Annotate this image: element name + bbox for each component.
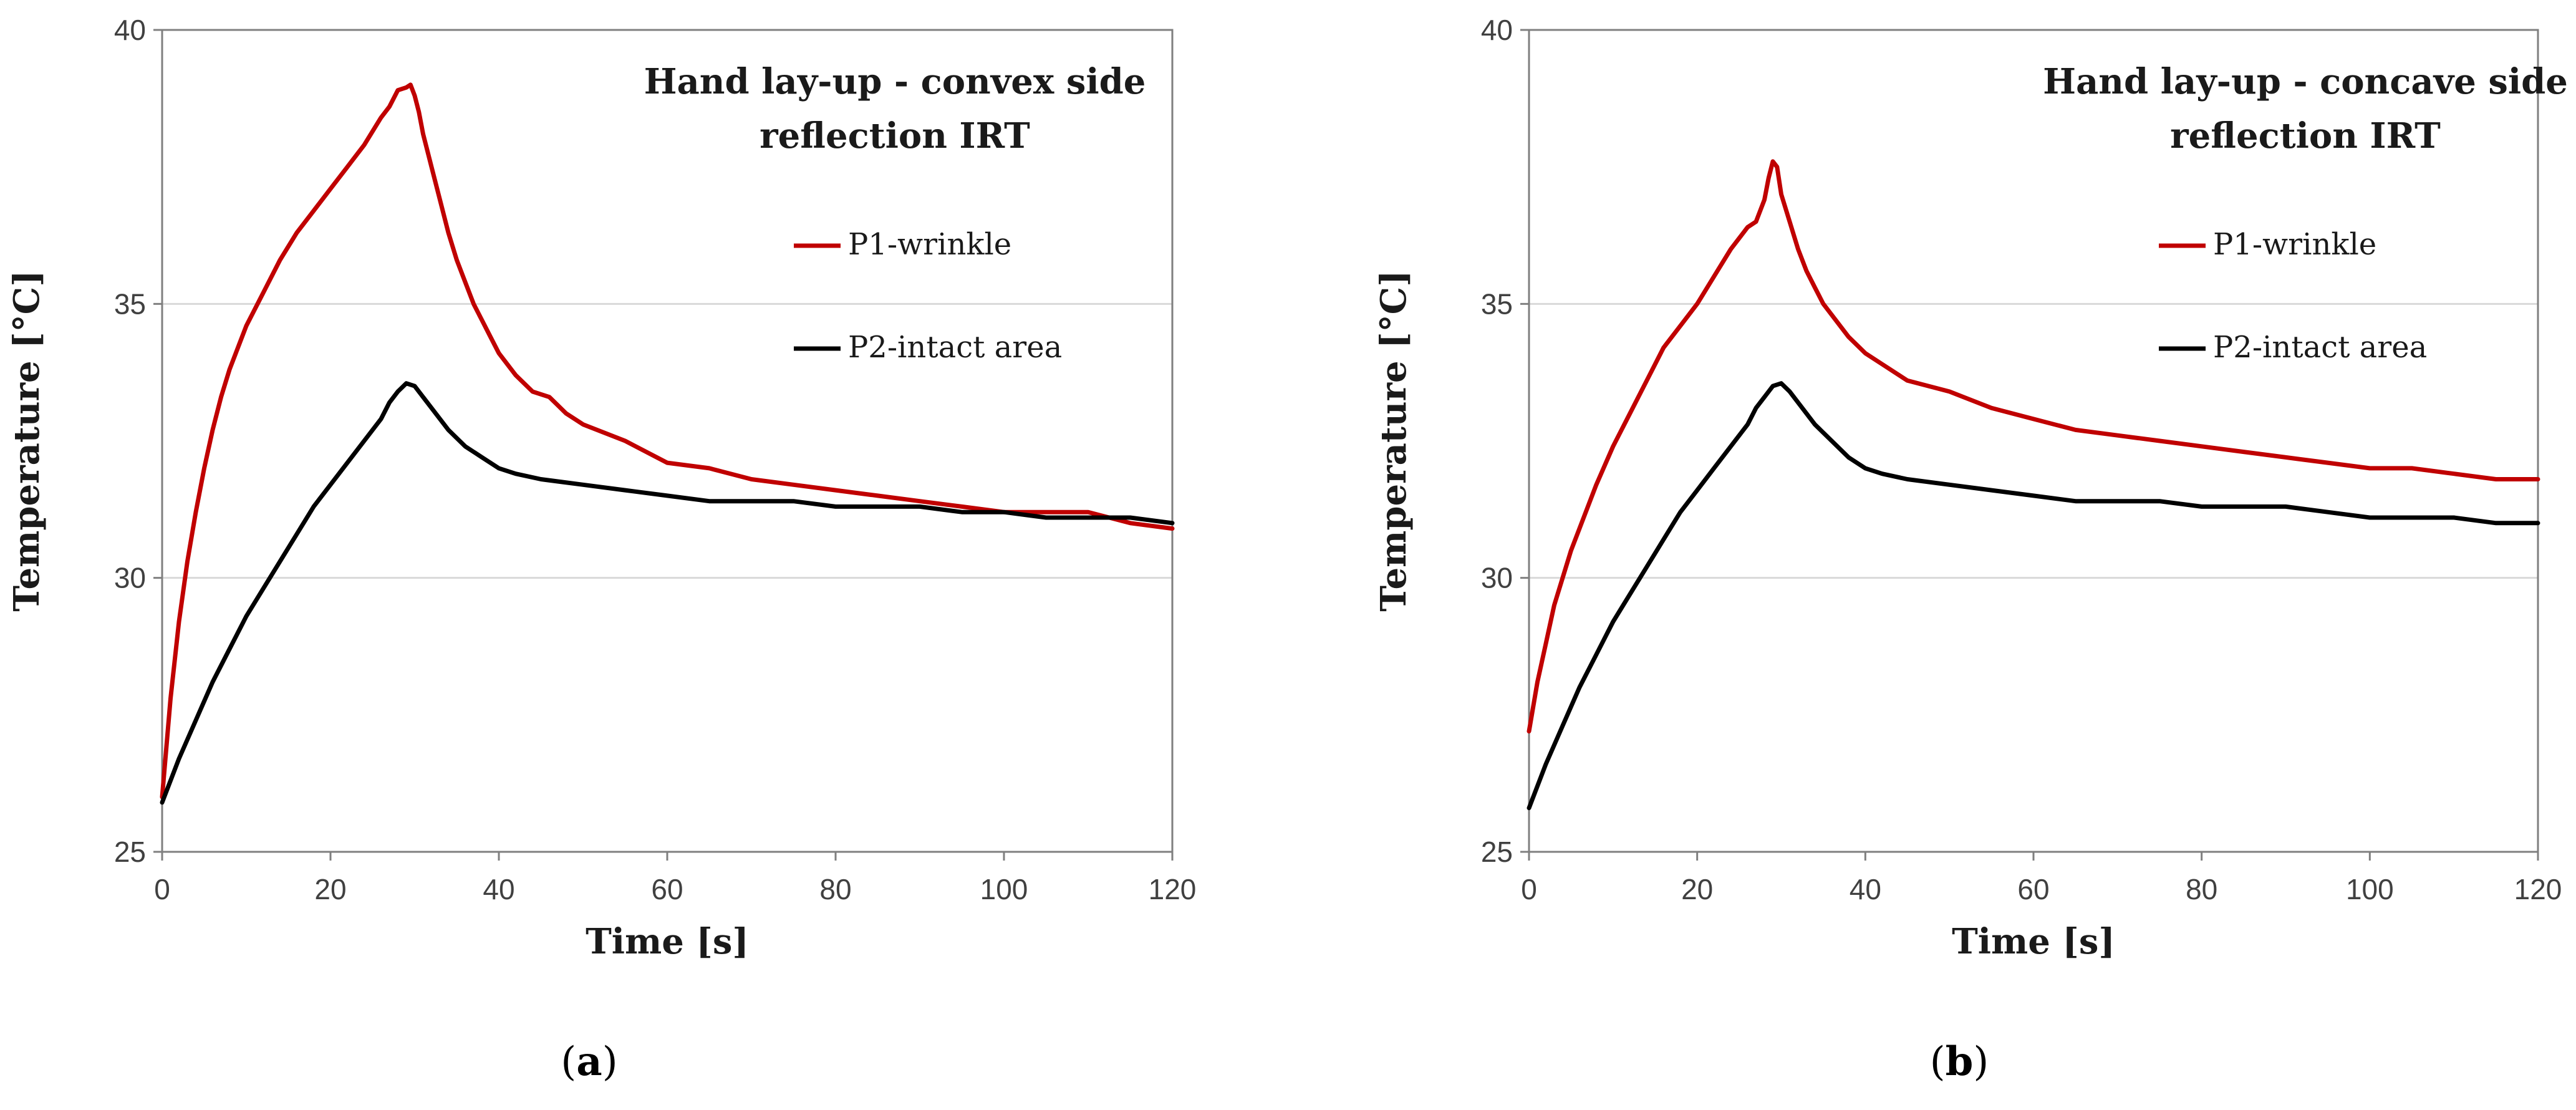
caption-b-letter: b — [1945, 1038, 1974, 1085]
chart-a-x-tick-label-100: 100 — [980, 873, 1028, 905]
chart-b-x-tick-label-0: 0 — [1521, 873, 1537, 905]
caption-a: (a) — [465, 1038, 714, 1085]
chart-b-title-line-1: Hand lay-up - concave side — [2043, 61, 2568, 102]
chart-a-legend-label-2: P2-intact area — [848, 330, 1062, 365]
chart-a-y-axis-title: Temperature [°C] — [6, 270, 47, 611]
caption-b: (b) — [1835, 1038, 2084, 1085]
chart-b: 25 30 35 40 0 20 40 60 80 100 120 Time [s] Temperatu… — [1373, 14, 2568, 962]
chart-b-y-axis-title: Temperature [°C] — [1373, 270, 1414, 611]
caption-a-letter: a — [576, 1038, 602, 1085]
chart-a-x-tick-label-120: 120 — [1149, 873, 1197, 905]
chart-a-x-tick-label-60: 60 — [651, 873, 683, 905]
chart-b-x-tick-label-40: 40 — [1850, 873, 1881, 905]
chart-a-series-line-2 — [160, 381, 1175, 805]
chart-a-x-tick-label-0: 0 — [154, 873, 170, 905]
chart-a-legend-label-1: P1-wrinkle — [848, 227, 1011, 262]
chart-a-y-tick-label-30: 30 — [114, 562, 146, 594]
chart-a-title-line-2: reflection IRT — [760, 115, 1030, 157]
chart-b-legend-label-2: P2-intact area — [2213, 330, 2427, 365]
chart-b-x-tick-label-120: 120 — [2514, 873, 2562, 905]
chart-a-title-line-1: Hand lay-up - convex side — [644, 61, 1146, 102]
chart-a: 25 30 35 40 0 20 40 60 80 100 120 Time [s] Temperatu… — [6, 14, 1197, 962]
caption-b-open: ( — [1929, 1039, 1946, 1085]
chart-b-x-tick-label-20: 20 — [1681, 873, 1713, 905]
chart-b-x-tick-label-60: 60 — [2017, 873, 2049, 905]
chart-a-y-tick-label-35: 35 — [114, 287, 146, 320]
chart-b-series-line-1 — [1527, 159, 2540, 734]
chart-b-x-tick-label-80: 80 — [2186, 873, 2217, 905]
chart-a-x-tick-label-20: 20 — [314, 873, 346, 905]
chart-b-x-axis-title: Time [s] — [1952, 921, 2115, 962]
chart-b-y-tick-label-25: 25 — [1481, 836, 1513, 868]
chart-b-legend-label-1: P1-wrinkle — [2213, 227, 2376, 262]
chart-a-y-tick-label-40: 40 — [114, 14, 146, 46]
chart-b-title-line-2: reflection IRT — [2170, 115, 2441, 157]
caption-b-close: ) — [1973, 1039, 1989, 1085]
chart-b-series-line-2 — [1527, 381, 2540, 811]
chart-a-x-tick-label-40: 40 — [483, 873, 514, 905]
caption-a-close: ) — [602, 1039, 618, 1085]
chart-b-y-tick-label-30: 30 — [1481, 562, 1513, 594]
chart-b-x-tick-label-100: 100 — [2346, 873, 2394, 905]
caption-a-open: ( — [561, 1039, 577, 1085]
chart-a-x-axis-title: Time [s] — [586, 921, 749, 962]
chart-b-y-tick-label-35: 35 — [1481, 287, 1513, 320]
chart-a-x-tick-label-80: 80 — [819, 873, 851, 905]
chart-a-y-tick-label-25: 25 — [114, 836, 146, 868]
chart-b-y-tick-label-40: 40 — [1481, 14, 1513, 46]
chart-a-series-line-1 — [160, 82, 1175, 799]
